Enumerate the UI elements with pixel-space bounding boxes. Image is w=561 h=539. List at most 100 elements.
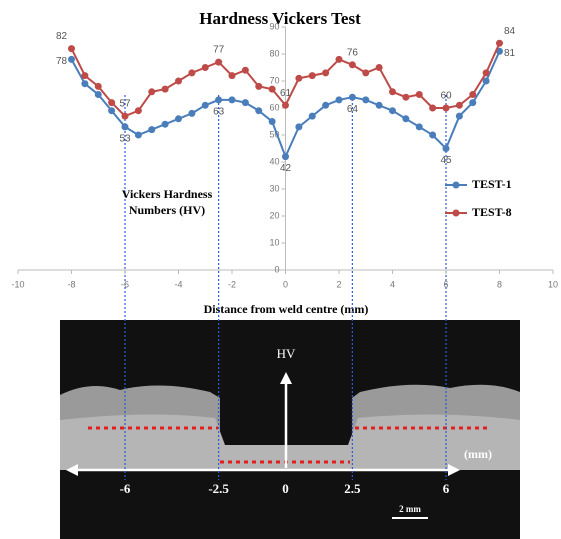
data-point [81, 72, 89, 80]
data-point [482, 69, 490, 77]
y-axis-label: Vickers Hardness Numbers (HV) [121, 187, 213, 217]
data-point [308, 72, 316, 80]
data-point [228, 72, 236, 80]
x-tick-label: -4 [174, 279, 182, 289]
data-point [282, 153, 289, 161]
y-tick-label: 10 [269, 237, 279, 247]
y-tick-label: 80 [269, 48, 279, 58]
data-point [335, 96, 343, 104]
data-point [496, 47, 503, 55]
x-tick-label: -6 [121, 279, 129, 289]
scale-bar-label: 2 mm [399, 504, 421, 514]
data-point [201, 101, 209, 109]
data-point [415, 123, 423, 131]
data-point [308, 112, 316, 120]
data-point [241, 66, 249, 74]
arrow-head [280, 372, 292, 384]
data-label: 82 [56, 31, 68, 42]
data-point [241, 99, 249, 107]
data-point [402, 93, 410, 101]
data-point [68, 55, 75, 63]
y-tick-label: 50 [269, 129, 279, 139]
data-point [295, 123, 303, 131]
y-tick-label: 30 [269, 183, 279, 193]
data-point [94, 82, 102, 90]
data-point [362, 69, 370, 77]
data-point [375, 101, 383, 109]
data-point [108, 107, 116, 115]
data-point [108, 99, 116, 107]
y-tick-label: 0 [274, 264, 279, 274]
data-point [322, 101, 330, 109]
data-label: 77 [213, 45, 225, 56]
data-label: 57 [119, 99, 131, 110]
micrograph-tick-label: 2.5 [344, 481, 361, 496]
x-tick-label: 6 [443, 279, 448, 289]
data-point [402, 115, 410, 123]
data-label: 81 [504, 48, 516, 59]
x-tick-label: 4 [390, 279, 395, 289]
data-point [415, 91, 423, 98]
data-point [134, 131, 142, 139]
data-point [482, 77, 490, 85]
data-point [455, 101, 463, 109]
x-tick-label: 10 [548, 279, 558, 289]
data-label: 45 [440, 155, 452, 166]
data-point [121, 112, 129, 120]
data-point [215, 58, 223, 66]
data-point [496, 39, 503, 47]
data-label: 78 [56, 56, 68, 67]
data-label: 64 [347, 104, 359, 115]
data-point [429, 104, 437, 112]
data-point [322, 69, 330, 77]
data-point [148, 88, 156, 96]
legend-marker [452, 181, 460, 189]
y-tick-label: 40 [269, 156, 279, 166]
data-point [255, 82, 263, 90]
data-label: 84 [504, 26, 516, 37]
data-point [442, 145, 450, 152]
x-tick-label: -10 [11, 279, 24, 289]
micrograph-tick-label: 6 [443, 481, 450, 496]
data-point [348, 93, 356, 101]
data-label: 60 [440, 91, 452, 102]
data-point [429, 131, 437, 139]
data-point [389, 88, 396, 96]
legend-label: TEST-1 [472, 177, 512, 191]
x-tick-label: -8 [67, 279, 75, 289]
data-label: 42 [280, 163, 292, 174]
data-point [94, 91, 102, 98]
data-label: 76 [347, 47, 359, 58]
data-point [268, 85, 276, 93]
data-point [175, 115, 182, 123]
y-tick-label: 70 [269, 75, 279, 85]
data-point [469, 91, 477, 98]
data-point [335, 55, 343, 63]
data-point [68, 45, 75, 53]
data-label: 53 [119, 134, 131, 145]
data-point [121, 123, 129, 131]
micrograph-tick-label: -6 [120, 481, 131, 496]
x-tick-label: 0 [283, 279, 288, 289]
data-point [442, 104, 450, 112]
data-point [228, 96, 236, 104]
data-point [148, 126, 156, 134]
data-point [81, 80, 89, 88]
x-axis-label: Distance from weld centre (mm) [204, 302, 369, 316]
y-tick-label: 90 [269, 21, 279, 31]
hv-label: HV [277, 346, 296, 361]
data-point [175, 77, 182, 85]
y-tick-label: 60 [269, 102, 279, 112]
data-point [161, 120, 169, 128]
x-tick-label: 8 [497, 279, 502, 289]
data-point [134, 107, 142, 115]
data-point [255, 107, 263, 115]
data-point [188, 69, 196, 77]
data-point [201, 64, 209, 71]
data-point [268, 118, 276, 125]
legend-marker [452, 209, 460, 217]
micrograph-tick-label: -2.5 [208, 481, 229, 496]
data-point [348, 61, 356, 69]
